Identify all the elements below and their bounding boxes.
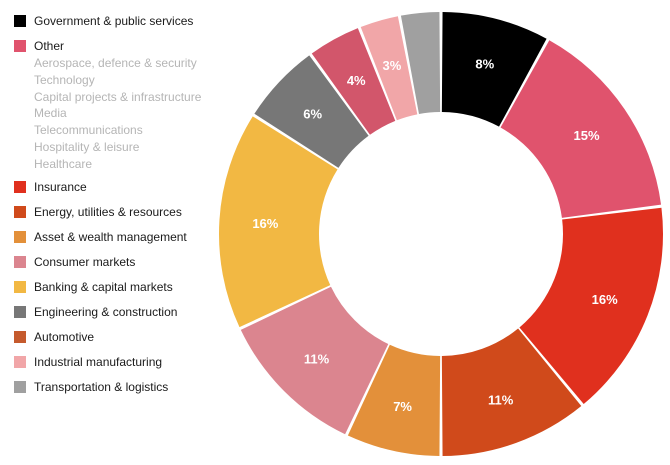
legend-swatch — [14, 15, 26, 27]
legend-swatch — [14, 205, 26, 218]
legend-swatch — [14, 180, 26, 193]
legend-item-transportation-and-logistics: Transportation & logistics — [14, 380, 244, 405]
legend-item-energy-utilities-and-resources: Energy, utilities & resources — [14, 205, 244, 230]
slice-label-consumer-markets: 11% — [304, 351, 330, 366]
legend-subitem: Healthcare — [34, 156, 93, 171]
legend-label: Engineering & construction — [34, 304, 178, 319]
slice-asset-and-wealth-management — [347, 344, 441, 456]
legend-label: Insurance — [34, 179, 87, 194]
slice-label-industrial-manufacturing: 3% — [382, 58, 401, 73]
slice-government-and-public-services — [441, 12, 547, 127]
legend-item-automotive: Automotive — [14, 330, 244, 355]
legend-label: Banking & capital markets — [34, 279, 173, 294]
legend-label: Government & public services — [34, 14, 194, 28]
legend-subitem: Telecommunications — [34, 123, 143, 138]
legend-subitem: Capital projects & infrastructure — [34, 89, 202, 104]
slice-automotive — [311, 28, 396, 135]
slice-insurance — [519, 207, 663, 405]
legend-item-engineering-and-construction: Engineering & construction — [14, 305, 244, 330]
legend-swatch — [14, 255, 26, 268]
slice-other — [500, 40, 662, 218]
legend-item-industrial-manufacturing: Industrial manufacturing — [14, 355, 244, 380]
legend-subitem: Media — [34, 106, 67, 121]
slice-engineering-and-construction — [254, 55, 369, 168]
slice-label-banking-and-capital-markets: 16% — [252, 216, 278, 231]
slice-label-engineering-and-construction: 6% — [303, 107, 322, 122]
legend-swatch — [14, 280, 26, 293]
slice-label-insurance: 16% — [592, 292, 618, 307]
slice-label-government-and-public-services: 8% — [475, 57, 494, 72]
legend-item-other: Other — [14, 39, 244, 64]
legend-label: Energy, utilities & resources — [34, 204, 182, 219]
legend-item-banking-and-capital-markets: Banking & capital markets — [14, 280, 244, 305]
legend-sublist: Aerospace, defence & security Technology C… — [14, 56, 244, 174]
legend-swatch — [14, 230, 26, 243]
legend-label: Asset & wealth management — [34, 229, 187, 244]
legend-item-asset-and-wealth-management: Asset & wealth management — [14, 230, 244, 255]
legend-label: Other — [34, 39, 65, 53]
legend-subitem: Technology — [34, 72, 95, 87]
legend-item-consumer-markets: Consumer markets — [14, 255, 244, 280]
legend-swatch — [14, 355, 26, 368]
legend-swatch — [14, 305, 26, 318]
legend-label: Industrial manufacturing — [34, 354, 163, 369]
slice-label-asset-and-wealth-management: 7% — [393, 399, 412, 414]
legend-swatch — [14, 40, 26, 52]
legend-subitem: Hospitality & leisure — [34, 139, 140, 154]
chart-legend: Government & public services Other Aerospa… — [14, 14, 244, 405]
slice-transportation-and-logistics — [400, 12, 441, 115]
slice-banking-and-capital-markets — [219, 116, 338, 328]
slice-label-automotive: 4% — [347, 73, 366, 88]
legend-label: Consumer markets — [34, 254, 136, 269]
slice-label-energy-utilities-and-resources: 11% — [488, 393, 514, 408]
slice-industrial-manufacturing — [360, 16, 418, 121]
legend-swatch — [14, 330, 26, 343]
legend-label: Transportation & logistics — [34, 379, 169, 394]
slice-consumer-markets — [240, 286, 389, 435]
legend-item-government-and-public-services: Government & public services — [14, 14, 244, 39]
legend-swatch — [14, 380, 26, 393]
legend-item-insurance: Insurance — [14, 180, 244, 205]
slice-label-other: 15% — [574, 128, 600, 143]
slice-energy-utilities-and-resources — [441, 328, 582, 456]
legend-subitem: Aerospace, defence & security — [34, 56, 197, 70]
legend-label: Automotive — [34, 329, 95, 344]
